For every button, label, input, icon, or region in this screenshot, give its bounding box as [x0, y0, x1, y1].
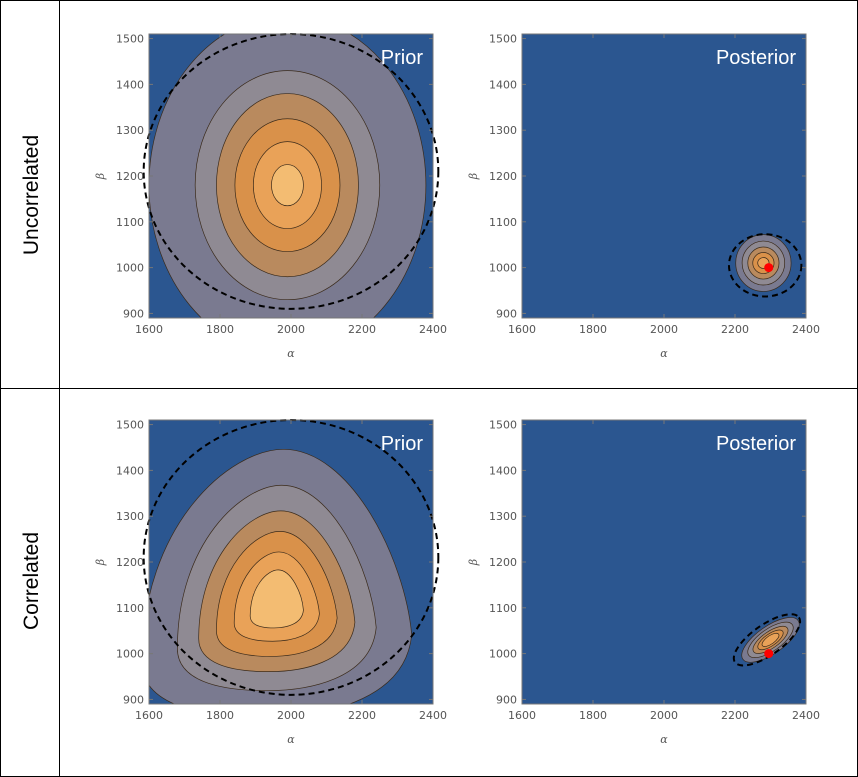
- y-tick-label: 1000: [489, 648, 517, 661]
- row-label-correlated: Correlated: [20, 532, 43, 630]
- y-tick-label: 1300: [489, 510, 517, 523]
- y-tick-label: 1500: [489, 419, 517, 432]
- y-tick-label: 1100: [116, 216, 144, 229]
- panel-0-1-group: 1600 1800 2000 2200 2400 900 1000 1100 1200 1300 1…: [467, 33, 820, 360]
- y-tick-label: 1200: [489, 170, 517, 183]
- y-axis-label: β: [94, 173, 107, 180]
- y-axis-label: β: [94, 559, 107, 566]
- x-tick-label: 2000: [277, 709, 305, 722]
- y-tick-label: 1300: [116, 510, 144, 523]
- panel-title: Posterior: [716, 433, 796, 455]
- y-tick-label: 900: [496, 307, 517, 320]
- true-value-point: [764, 649, 774, 659]
- x-tick-label: 2200: [721, 323, 749, 336]
- y-tick-label: 1100: [489, 602, 517, 615]
- x-axis-label: α: [287, 733, 295, 746]
- credible-ellipse: [727, 233, 803, 298]
- y-tick-label: 1000: [116, 648, 144, 661]
- y-tick-label: 1500: [116, 419, 144, 432]
- x-tick-label: 1600: [508, 709, 536, 722]
- y-tick-label: 1400: [116, 464, 144, 477]
- x-tick-label: 1800: [579, 323, 607, 336]
- panel-1-1-contours: [741, 617, 800, 663]
- panel-1-0-contours: [149, 448, 413, 704]
- x-axis-label: α: [660, 347, 668, 360]
- panel-title: Posterior: [716, 47, 796, 69]
- y-tick-label: 1000: [489, 262, 517, 275]
- contour-band-5: [761, 632, 780, 647]
- y-tick-label: 1400: [116, 78, 144, 91]
- y-tick-label: 1500: [116, 33, 144, 46]
- x-tick-label: 2000: [650, 709, 678, 722]
- x-tick-label: 1600: [135, 323, 163, 336]
- x-tick-label: 2400: [792, 709, 820, 722]
- y-tick-label: 1300: [489, 124, 517, 137]
- x-tick-label: 1800: [206, 709, 234, 722]
- x-tick-label: 2400: [419, 709, 447, 722]
- y-tick-label: 1100: [116, 602, 144, 615]
- x-tick-label: 1800: [579, 709, 607, 722]
- x-tick-label: 2400: [792, 323, 820, 336]
- x-axis-label: α: [287, 347, 295, 360]
- panel-0-0-contours: [149, 34, 427, 318]
- x-tick-label: 2200: [348, 709, 376, 722]
- y-tick-label: 900: [123, 307, 144, 320]
- y-tick-label: 1300: [116, 124, 144, 137]
- x-tick-label: 1600: [508, 323, 536, 336]
- y-axis-label: β: [467, 173, 480, 180]
- x-tick-label: 1600: [135, 709, 163, 722]
- x-axis-label: α: [660, 733, 668, 746]
- panel-title: Prior: [381, 47, 424, 69]
- panel-1-1-plot-background: [522, 420, 806, 704]
- x-tick-label: 2000: [650, 323, 678, 336]
- y-tick-label: 1200: [116, 170, 144, 183]
- y-tick-label: 1000: [116, 262, 144, 275]
- y-tick-label: 1100: [489, 216, 517, 229]
- row-label-uncorrelated: Uncorrelated: [20, 135, 43, 255]
- x-tick-label: 2200: [348, 323, 376, 336]
- true-value-point: [764, 263, 774, 273]
- y-tick-label: 900: [496, 693, 517, 706]
- y-tick-label: 1400: [489, 78, 517, 91]
- y-tick-label: 1200: [489, 556, 517, 569]
- panel-1-0-group: 1600 1800 2000 2200 2400 900 1000 1100 1200 1300 1…: [94, 419, 447, 746]
- x-tick-label: 2000: [277, 323, 305, 336]
- y-tick-label: 1400: [489, 464, 517, 477]
- y-tick-label: 900: [123, 693, 144, 706]
- panel-title: Prior: [381, 433, 424, 455]
- x-tick-label: 2400: [419, 323, 447, 336]
- panels: 1600 1800 2000 2200 2400 900 1000 1100 1200 1300 1…: [94, 33, 820, 746]
- x-tick-label: 2200: [721, 709, 749, 722]
- panel-1-1-group: 1600 1800 2000 2200 2400 900 1000 1100 1200 1300 1…: [467, 419, 820, 746]
- y-axis-label: β: [467, 559, 480, 566]
- contour-band-6: [271, 164, 304, 207]
- y-tick-label: 1200: [116, 556, 144, 569]
- x-tick-label: 1800: [206, 323, 234, 336]
- panel-0-0-group: 1600 1800 2000 2200 2400 900 1000 1100 1200 1300 1…: [94, 33, 447, 360]
- contour-band-6: [249, 569, 304, 629]
- y-tick-label: 1500: [489, 33, 517, 46]
- panel-0-1-contours: [735, 234, 792, 292]
